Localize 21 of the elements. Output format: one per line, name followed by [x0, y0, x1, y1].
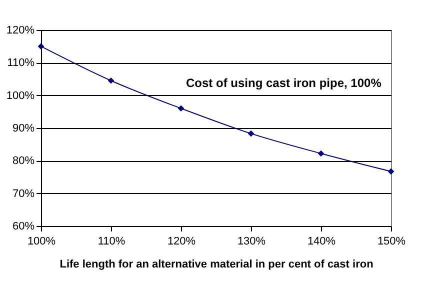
y-tick-label: 120%	[6, 24, 35, 36]
point	[248, 130, 254, 137]
point	[178, 105, 184, 112]
x-tick-label: 110%	[98, 236, 126, 248]
y-tick-label: 90%	[12, 122, 35, 134]
point	[108, 77, 114, 84]
x-tick-label: 100%	[27, 236, 56, 248]
point	[38, 43, 44, 50]
x-axis-title: Life length for an alternative material in per cent of cast iron	[60, 258, 374, 270]
y-tick-label: 100%	[6, 90, 35, 102]
point	[318, 150, 324, 157]
x-tick-label: 130%	[237, 236, 266, 248]
y-tick-label: 60%	[12, 220, 35, 232]
x-tick-label: 150%	[377, 236, 406, 248]
y-tick-label: 110%	[7, 57, 35, 70]
x-tick-label: 120%	[167, 236, 196, 248]
x-tick-label: 140%	[307, 236, 336, 248]
point	[388, 168, 394, 175]
y-tick-label: 70%	[12, 188, 35, 200]
y-tick-label: 80%	[12, 155, 35, 168]
annotation: Cost of using cast iron pipe, 100%	[186, 76, 382, 90]
